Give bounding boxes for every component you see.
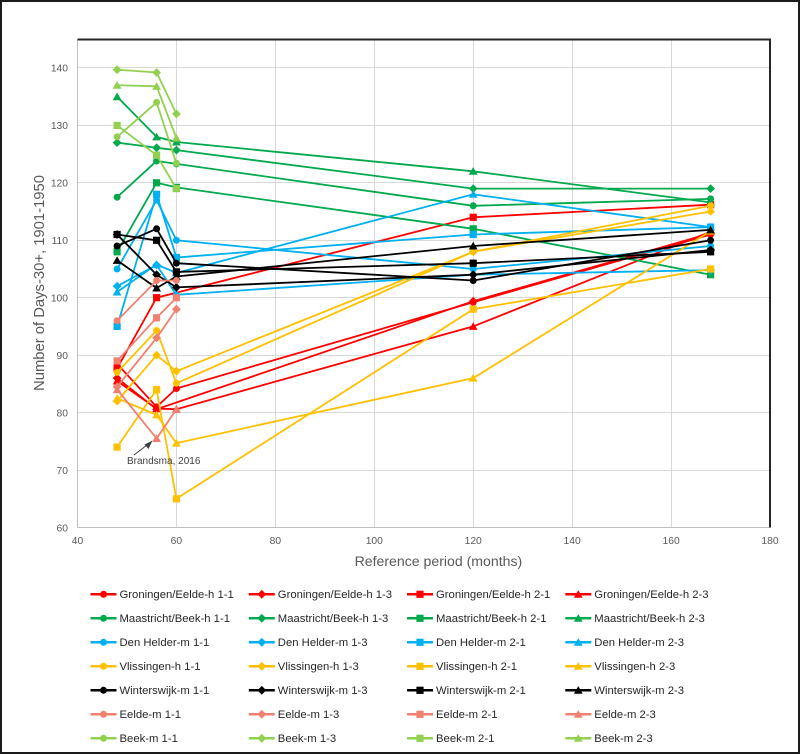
- svg-text:Den Helder-m 1-3: Den Helder-m 1-3: [278, 637, 368, 649]
- svg-text:Eelde-m 1-1: Eelde-m 1-1: [120, 709, 182, 721]
- svg-text:80: 80: [57, 408, 69, 419]
- svg-text:140: 140: [564, 536, 581, 547]
- svg-text:180: 180: [761, 536, 778, 547]
- svg-text:40: 40: [72, 536, 84, 547]
- svg-text:Den Helder-m 2-1: Den Helder-m 2-1: [436, 637, 526, 649]
- svg-text:Winterswijk-m 1-1: Winterswijk-m 1-1: [120, 685, 210, 697]
- svg-text:Eelde-m 1-3: Eelde-m 1-3: [278, 709, 340, 721]
- svg-text:Groningen/Eelde-h 1-1: Groningen/Eelde-h 1-1: [120, 589, 234, 601]
- svg-text:Groningen/Eelde-h 2-3: Groningen/Eelde-h 2-3: [594, 589, 708, 601]
- svg-text:Winterswijk-m 2-3: Winterswijk-m 2-3: [594, 685, 684, 697]
- svg-text:Beek-m 2-1: Beek-m 2-1: [436, 733, 494, 745]
- svg-text:90: 90: [57, 351, 69, 362]
- svg-text:Groningen/Eelde-h 2-1: Groningen/Eelde-h 2-1: [436, 589, 550, 601]
- svg-text:60: 60: [57, 523, 69, 534]
- svg-text:Vlissingen-h 2-1: Vlissingen-h 2-1: [436, 661, 517, 673]
- svg-text:80: 80: [270, 536, 282, 547]
- svg-text:Eelde-m 2-1: Eelde-m 2-1: [436, 709, 498, 721]
- svg-text:Maastricht/Beek-h 2-1: Maastricht/Beek-h 2-1: [436, 613, 547, 625]
- svg-text:Eelde-m 2-3: Eelde-m 2-3: [594, 709, 656, 721]
- svg-text:Vlissingen-h 1-3: Vlissingen-h 1-3: [278, 661, 359, 673]
- svg-text:Groningen/Eelde-h 1-3: Groningen/Eelde-h 1-3: [278, 589, 392, 601]
- svg-text:Maastricht/Beek-h 1-3: Maastricht/Beek-h 1-3: [278, 613, 389, 625]
- svg-text:100: 100: [366, 536, 383, 547]
- svg-text:Maastricht/Beek-h 2-3: Maastricht/Beek-h 2-3: [594, 613, 705, 625]
- svg-text:70: 70: [57, 466, 69, 477]
- svg-text:Maastricht/Beek-h 1-1: Maastricht/Beek-h 1-1: [120, 613, 231, 625]
- svg-text:160: 160: [663, 536, 680, 547]
- svg-text:130: 130: [51, 121, 68, 132]
- svg-text:Beek-m 1-1: Beek-m 1-1: [120, 733, 178, 745]
- svg-text:Number of Days-30+, 1901-1950: Number of Days-30+, 1901-1950: [32, 175, 48, 391]
- svg-text:Winterswijk-m 1-3: Winterswijk-m 1-3: [278, 685, 368, 697]
- svg-text:100: 100: [51, 294, 68, 305]
- svg-text:Den Helder-m 1-1: Den Helder-m 1-1: [120, 637, 210, 649]
- svg-text:Winterswijk-m 2-1: Winterswijk-m 2-1: [436, 685, 526, 697]
- svg-text:Den Helder-m 2-3: Den Helder-m 2-3: [594, 637, 684, 649]
- svg-text:Beek-m 1-3: Beek-m 1-3: [278, 733, 336, 745]
- svg-text:140: 140: [51, 64, 68, 75]
- svg-text:120: 120: [51, 179, 68, 190]
- svg-text:120: 120: [465, 536, 482, 547]
- svg-text:Reference period (months): Reference period (months): [355, 553, 523, 569]
- svg-text:Vlissingen-h 1-1: Vlissingen-h 1-1: [120, 661, 201, 673]
- svg-text:110: 110: [52, 236, 69, 247]
- svg-text:Vlissingen-h 2-3: Vlissingen-h 2-3: [594, 661, 675, 673]
- svg-text:Brandsma, 2016: Brandsma, 2016: [127, 456, 201, 467]
- svg-text:60: 60: [171, 536, 183, 547]
- svg-text:Beek-m 2-3: Beek-m 2-3: [594, 733, 652, 745]
